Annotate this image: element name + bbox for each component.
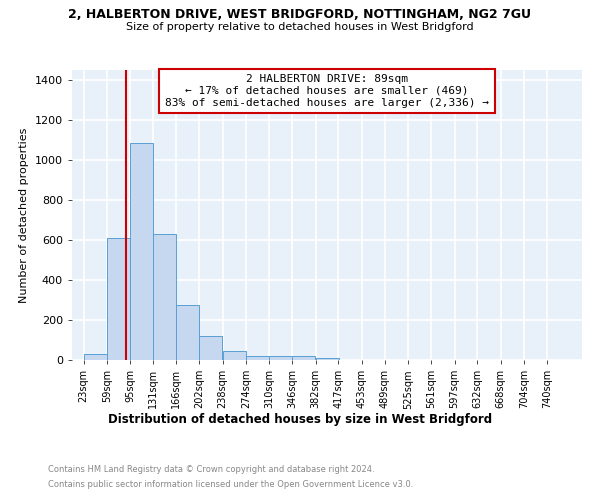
Bar (154, 234, 176, 360)
Text: Contains HM Land Registry data © Crown copyright and database right 2024.: Contains HM Land Registry data © Crown c… (48, 465, 374, 474)
Bar (316, 358, 338, 360)
Bar (269, 356, 292, 360)
Bar (292, 356, 316, 360)
Text: Size of property relative to detached houses in West Bridgford: Size of property relative to detached ho… (126, 22, 474, 32)
Bar (107, 238, 130, 360)
Text: 2 HALBERTON DRIVE: 89sqm
← 17% of detached houses are smaller (469)
83% of semi-: 2 HALBERTON DRIVE: 89sqm ← 17% of detach… (165, 74, 489, 108)
Bar (246, 356, 269, 360)
Bar (199, 336, 222, 360)
Text: Distribution of detached houses by size in West Bridgford: Distribution of detached houses by size … (108, 412, 492, 426)
Bar (130, 143, 153, 360)
Text: 2, HALBERTON DRIVE, WEST BRIDGFORD, NOTTINGHAM, NG2 7GU: 2, HALBERTON DRIVE, WEST BRIDGFORD, NOTT… (68, 8, 532, 20)
Bar (83, 354, 107, 360)
Text: Contains public sector information licensed under the Open Government Licence v3: Contains public sector information licen… (48, 480, 413, 489)
Bar (176, 305, 199, 360)
Bar (223, 351, 245, 360)
Y-axis label: Number of detached properties: Number of detached properties (19, 128, 29, 302)
